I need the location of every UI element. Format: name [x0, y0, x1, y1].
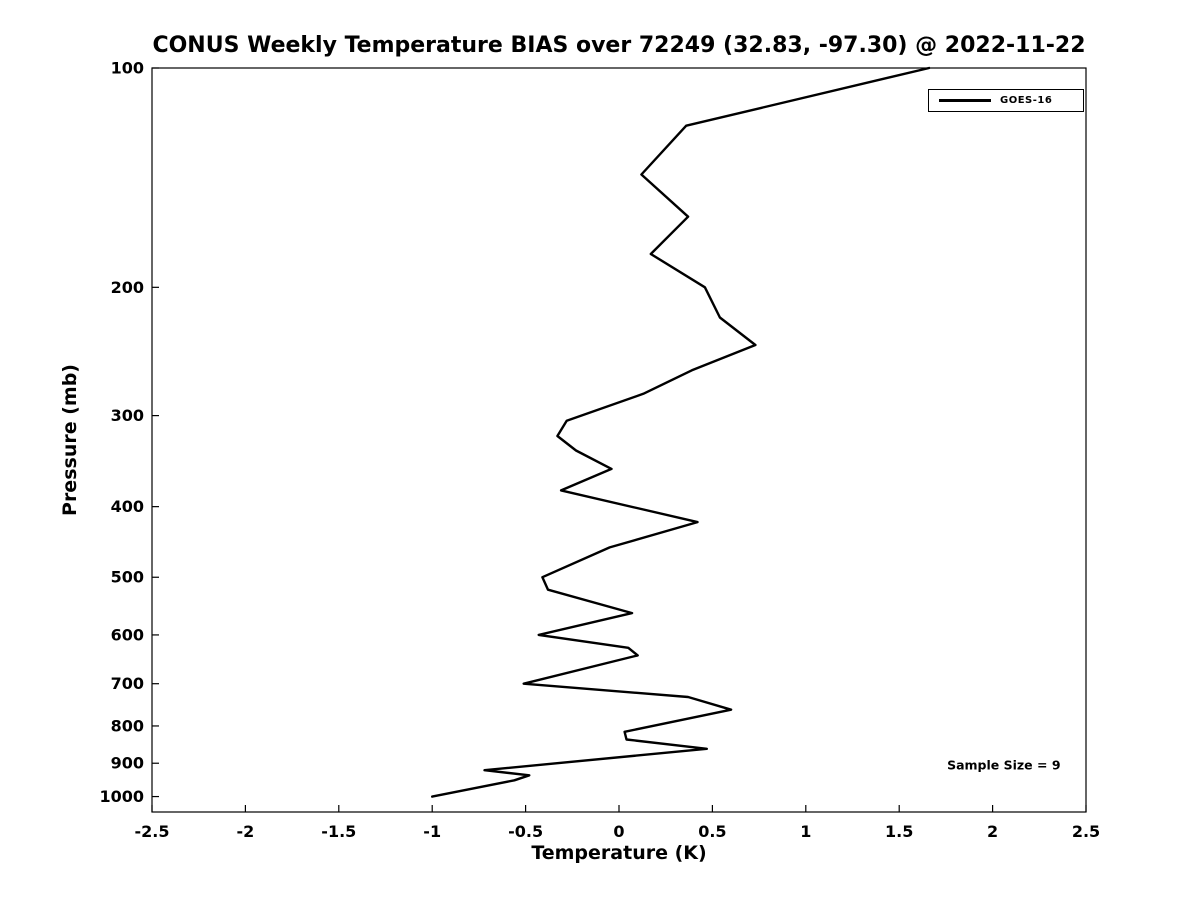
legend-line-sample: [939, 99, 991, 102]
x-tick-label: 2.5: [1072, 822, 1100, 841]
y-tick-label: 600: [111, 625, 144, 644]
plot-border: [151, 67, 1087, 813]
x-tick-label: -2: [237, 822, 255, 841]
y-tick-label: 200: [111, 278, 144, 297]
legend: GOES-16: [928, 89, 1084, 112]
chart-title: CONUS Weekly Temperature BIAS over 72249…: [152, 33, 1086, 58]
y-tick-label: 100: [111, 59, 144, 78]
x-tick-label: -1.5: [321, 822, 356, 841]
bias-line-goes-16: [431, 66, 931, 798]
y-tick-label: 700: [111, 674, 144, 693]
y-tick-label: 1000: [99, 787, 144, 806]
x-tick-label: 1: [800, 822, 811, 841]
y-tick-label: 900: [111, 754, 144, 773]
x-tick-label: 2: [987, 822, 998, 841]
sample-size-annotation: Sample Size = 9: [947, 757, 1060, 772]
x-tick-label: 0.5: [698, 822, 726, 841]
x-tick-label: -1: [423, 822, 441, 841]
y-tick-label: 500: [111, 568, 144, 587]
y-tick-label: 300: [111, 406, 144, 425]
y-tick-label: 400: [111, 497, 144, 516]
x-tick-label: 1.5: [885, 822, 913, 841]
x-tick-label: -0.5: [508, 822, 543, 841]
x-axis-label: Temperature (K): [531, 842, 707, 864]
x-tick-label: -2.5: [135, 822, 170, 841]
legend-series-label: GOES-16: [1000, 95, 1053, 106]
y-tick-label: 800: [111, 716, 144, 735]
x-tick-label: 0: [613, 822, 624, 841]
